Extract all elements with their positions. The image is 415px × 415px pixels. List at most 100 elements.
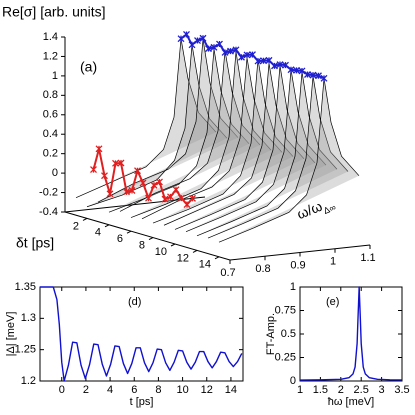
x-tick [104, 224, 110, 228]
x-tick [82, 217, 88, 221]
series-marker [150, 181, 158, 189]
series-marker [167, 193, 174, 201]
x-tick-label: 3 [379, 384, 385, 396]
y-tick-label: 1.25 [15, 344, 36, 356]
spectrum-slice [218, 78, 360, 243]
x-tick-label: 10 [155, 246, 167, 258]
x-tick-label: 1 [297, 384, 303, 396]
series-marker [101, 172, 108, 180]
y-tick-label: 0.7 [220, 267, 235, 279]
series-marker [227, 47, 234, 55]
y-tick-label: 1.35 [15, 281, 36, 293]
x-tick-label: 14 [199, 259, 211, 271]
series-marker [315, 72, 322, 80]
spectrum-slice [174, 65, 316, 230]
x-tick-label: 10 [176, 384, 188, 396]
y-axis-label: ω/ω [295, 198, 325, 223]
y-tick-label: 0.8 [255, 263, 270, 275]
x-axis-label: t [ps] [130, 396, 154, 408]
series-marker [293, 66, 300, 74]
series-marker [254, 57, 262, 65]
series-marker [145, 194, 152, 202]
series-marker [221, 48, 229, 56]
series-marker [123, 188, 130, 196]
series-marker [156, 178, 163, 186]
series-marker [238, 53, 245, 61]
series-marker [139, 179, 147, 187]
x-tick-label: 4 [107, 384, 113, 396]
series-marker [282, 61, 289, 69]
spectrum-slice [185, 69, 327, 232]
spectrum-slice [97, 39, 239, 203]
spectrum-slice [141, 57, 283, 220]
y-tick-label: 1.2 [21, 375, 36, 387]
series-marker [298, 67, 306, 75]
spectrum-slice [196, 71, 338, 237]
z-tick-label: 0.8 [43, 89, 58, 101]
series-marker [161, 195, 169, 203]
y-tick-label: 1.3 [21, 312, 36, 324]
x-tick [192, 249, 198, 253]
series-marker [320, 74, 328, 82]
series-marker [304, 71, 311, 78]
spectrum-slice [163, 63, 305, 226]
y-tick-label: 1 [330, 256, 336, 268]
z-tick-label: 0 [52, 167, 58, 179]
x-tick [126, 230, 132, 234]
x-tick-label: 0 [59, 384, 65, 396]
series-line [299, 286, 403, 381]
series-marker [265, 56, 273, 64]
spectrum-slice [152, 59, 294, 224]
x-tick-label: 12 [201, 384, 213, 396]
x-tick-label: 2 [338, 384, 344, 396]
spectrum-slice [130, 51, 272, 218]
series-marker [128, 187, 136, 194]
z-tick-label: 0.6 [43, 109, 58, 121]
series-marker [276, 61, 284, 69]
series-marker [249, 51, 256, 59]
series-marker [90, 166, 97, 174]
series-marker [309, 71, 317, 79]
series-marker [172, 186, 180, 194]
spectrum-slice [207, 76, 349, 239]
x-tick-label: 4 [95, 227, 101, 239]
y-axis-label: FT-Amp. [265, 313, 277, 355]
z-tick-label: -0.2 [39, 186, 58, 198]
series-marker [260, 57, 267, 65]
x-tick-label: 14 [225, 384, 237, 396]
z-tick-label: 0.4 [43, 128, 58, 140]
spectrum-slice [108, 49, 250, 213]
z-tick-label: 1 [52, 70, 58, 82]
series-marker [205, 45, 212, 53]
series-marker [271, 62, 278, 70]
z-tick-label: 1.4 [43, 31, 58, 43]
y-tick-label: 1.1 [360, 252, 375, 264]
x-tick-label: 2 [83, 384, 89, 396]
series-marker [178, 194, 185, 202]
spectrum-slice [119, 50, 261, 212]
series-marker [112, 159, 119, 167]
y-tick-label: 0.25 [275, 351, 296, 363]
y-tick-label: 0 [290, 375, 296, 387]
series-marker [177, 35, 185, 43]
x-tick-label: 6 [117, 233, 123, 245]
x-axis-label: δt [ps] [16, 235, 54, 251]
series-marker [188, 41, 196, 49]
x-tick-label: 8 [155, 384, 161, 396]
x-tick [148, 237, 154, 241]
series-marker [183, 30, 190, 38]
series-marker [210, 43, 218, 51]
plot-frame [299, 286, 403, 382]
series-marker [216, 40, 223, 48]
annotation: (a) [80, 59, 97, 75]
spectrum-slice [86, 44, 228, 208]
y-tick-label: 0.5 [281, 328, 296, 340]
z-tick-label: -0.4 [39, 206, 58, 218]
x-axis [64, 211, 231, 261]
x-tick-label: 1.5 [313, 384, 328, 396]
series-marker [134, 167, 141, 175]
x-tick-label: 2.5 [354, 384, 369, 396]
y-tick-label: 0.9 [290, 259, 305, 271]
